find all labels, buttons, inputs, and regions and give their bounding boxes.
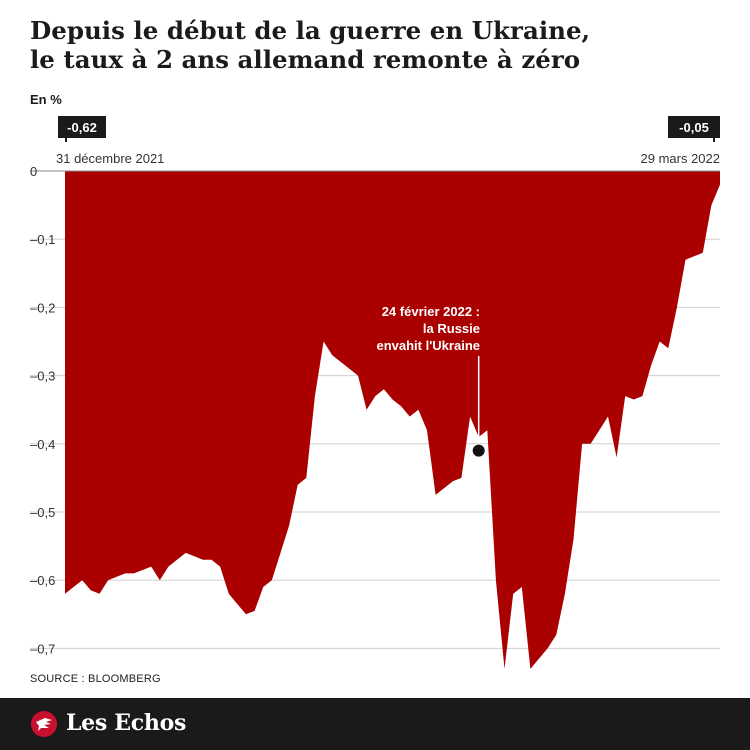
les-echos-logo-icon — [31, 711, 57, 737]
y-tick-label-4: –0,4 — [30, 437, 55, 452]
x-label-start: 31 décembre 2021 — [56, 151, 164, 166]
chart-title-line-2: le taux à 2 ans allemand remonte à zéro — [30, 45, 581, 74]
y-tick-label-3: –0,3 — [30, 369, 55, 384]
y-tick-label-7: –0,7 — [30, 641, 55, 656]
x-label-end: 29 mars 2022 — [641, 151, 721, 166]
unit-label: En % — [30, 92, 62, 107]
annotation-text-line-3: envahit l'Ukraine — [376, 338, 480, 353]
y-tick-label-6: –0,6 — [30, 573, 55, 588]
end-value-label: -0,05 — [679, 120, 709, 135]
chart-title-line-1: Depuis le début de la guerre en Ukraine, — [30, 16, 591, 45]
chart-title: Depuis le début de la guerre en Ukraine,… — [30, 16, 730, 74]
area-chart: 0 –0,1 –0,2 –0,3 –0,4 –0,5 –0,6 –0,7 31 décembre… — [30, 116, 721, 669]
y-tick-label-5: –0,5 — [30, 505, 55, 520]
y-tick-label-1: –0,1 — [30, 232, 55, 247]
y-tick-label-0: 0 — [30, 164, 37, 179]
brand-name: Les Echos — [66, 710, 187, 736]
area-series — [65, 171, 720, 669]
annotation-text-line-1: 24 février 2022 : — [382, 304, 480, 319]
start-value-badge — [58, 116, 106, 138]
start-value-label: -0,62 — [67, 120, 97, 135]
annotation-text-line-2: la Russie — [423, 321, 480, 336]
end-value-badge — [668, 116, 720, 138]
footer-bar: Les Echos — [0, 698, 750, 750]
annotation-marker — [472, 444, 485, 457]
source-label: SOURCE : BLOOMBERG — [30, 673, 161, 685]
y-tick-label-2: –0,2 — [30, 300, 55, 315]
